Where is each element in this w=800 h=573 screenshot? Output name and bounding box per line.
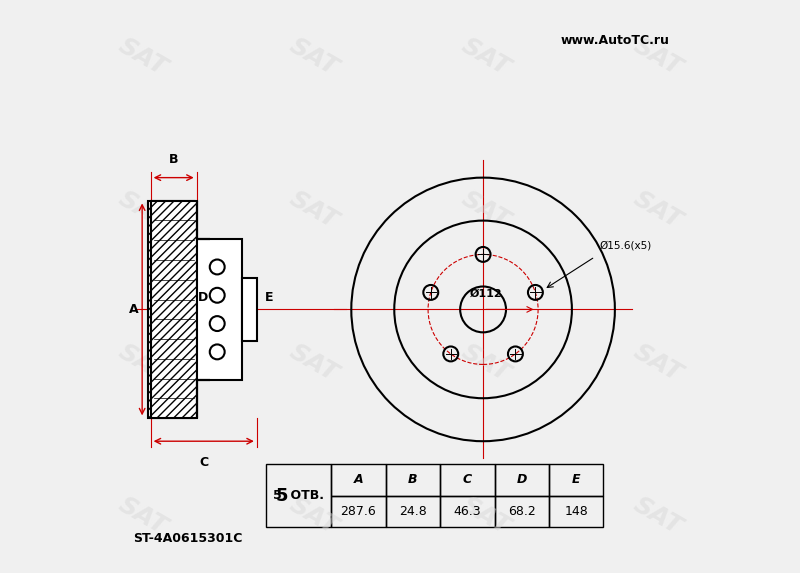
Bar <box>494 496 549 527</box>
Text: C: C <box>462 473 472 486</box>
Text: SAT: SAT <box>286 187 342 233</box>
Text: SAT: SAT <box>630 492 686 539</box>
Bar <box>150 201 197 418</box>
Text: 68.2: 68.2 <box>508 505 536 518</box>
Text: 46.3: 46.3 <box>454 505 481 518</box>
Text: ST-4A0615301C: ST-4A0615301C <box>134 532 242 545</box>
Text: SAT: SAT <box>630 34 686 81</box>
Text: A: A <box>354 473 363 486</box>
Text: B: B <box>408 473 418 486</box>
Bar <box>331 464 386 496</box>
Text: 24.8: 24.8 <box>399 505 426 518</box>
Text: D: D <box>517 473 527 486</box>
Text: B: B <box>169 153 178 166</box>
Text: SAT: SAT <box>114 34 170 81</box>
Polygon shape <box>197 201 210 238</box>
Bar <box>197 238 242 380</box>
Text: SAT: SAT <box>458 492 514 539</box>
Text: SAT: SAT <box>114 340 170 386</box>
Bar <box>242 277 257 342</box>
Text: C: C <box>199 456 208 469</box>
Text: Ø15.6(x5): Ø15.6(x5) <box>599 240 651 250</box>
Bar <box>266 464 331 527</box>
Text: SAT: SAT <box>114 492 170 539</box>
Text: SAT: SAT <box>458 340 514 386</box>
Text: D: D <box>198 291 209 304</box>
Text: SAT: SAT <box>114 187 170 233</box>
Text: SAT: SAT <box>630 340 686 386</box>
Text: E: E <box>572 473 581 486</box>
Text: SAT: SAT <box>458 187 514 233</box>
Polygon shape <box>197 380 210 418</box>
Text: E: E <box>266 291 274 304</box>
Text: SAT: SAT <box>286 34 342 81</box>
Text: 5: 5 <box>276 486 289 505</box>
Text: www.AutoTC.ru: www.AutoTC.ru <box>561 34 670 48</box>
Bar <box>148 201 194 418</box>
Bar <box>549 464 603 496</box>
Text: A: A <box>129 303 138 316</box>
Text: 148: 148 <box>564 505 588 518</box>
Bar <box>549 496 603 527</box>
Text: 5  ОТВ.: 5 ОТВ. <box>273 489 324 502</box>
Bar <box>386 464 440 496</box>
Bar <box>331 496 386 527</box>
Bar <box>494 464 549 496</box>
Bar <box>440 464 494 496</box>
Text: SAT: SAT <box>286 340 342 386</box>
Text: Ø112: Ø112 <box>470 289 502 299</box>
Bar <box>386 496 440 527</box>
Text: SAT: SAT <box>286 492 342 539</box>
Text: 287.6: 287.6 <box>341 505 376 518</box>
Text: SAT: SAT <box>630 187 686 233</box>
Text: SAT: SAT <box>458 34 514 81</box>
Bar <box>440 496 494 527</box>
